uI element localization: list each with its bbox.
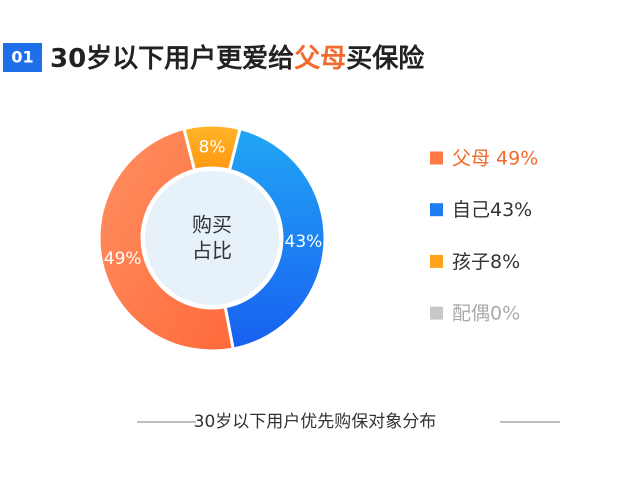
- center-label: 购买: [192, 213, 232, 237]
- legend-swatch: [430, 254, 443, 268]
- data-label: 49%: [104, 249, 142, 269]
- center-label: 占比: [192, 239, 232, 263]
- donut-segment: [223, 127, 327, 351]
- title-part: 父母: [294, 44, 346, 74]
- legend-label: 孩子8%: [452, 251, 520, 273]
- donut-segment: [182, 123, 242, 172]
- caption: 30岁以下用户优先购保对象分布: [194, 412, 437, 432]
- legend-swatch: [430, 306, 443, 320]
- badge-text: 01: [11, 48, 33, 67]
- badge: [3, 43, 42, 72]
- legend-label: 父母 49%: [452, 148, 538, 170]
- title-part: 30岁以下用户更爱给: [50, 43, 294, 74]
- data-label: 8%: [199, 138, 226, 158]
- legend-swatch: [430, 151, 443, 165]
- chart-title: 30岁以下用户更爱给父母买保险: [50, 43, 425, 74]
- legend-label: 自己43%: [452, 199, 532, 221]
- center-disc: [143, 169, 281, 307]
- donut-segment: [97, 127, 235, 353]
- legend-swatch: [430, 203, 443, 217]
- data-label: 43%: [285, 232, 323, 252]
- title-part: 买保险: [346, 43, 425, 74]
- legend-label: 配偶0%: [452, 303, 520, 325]
